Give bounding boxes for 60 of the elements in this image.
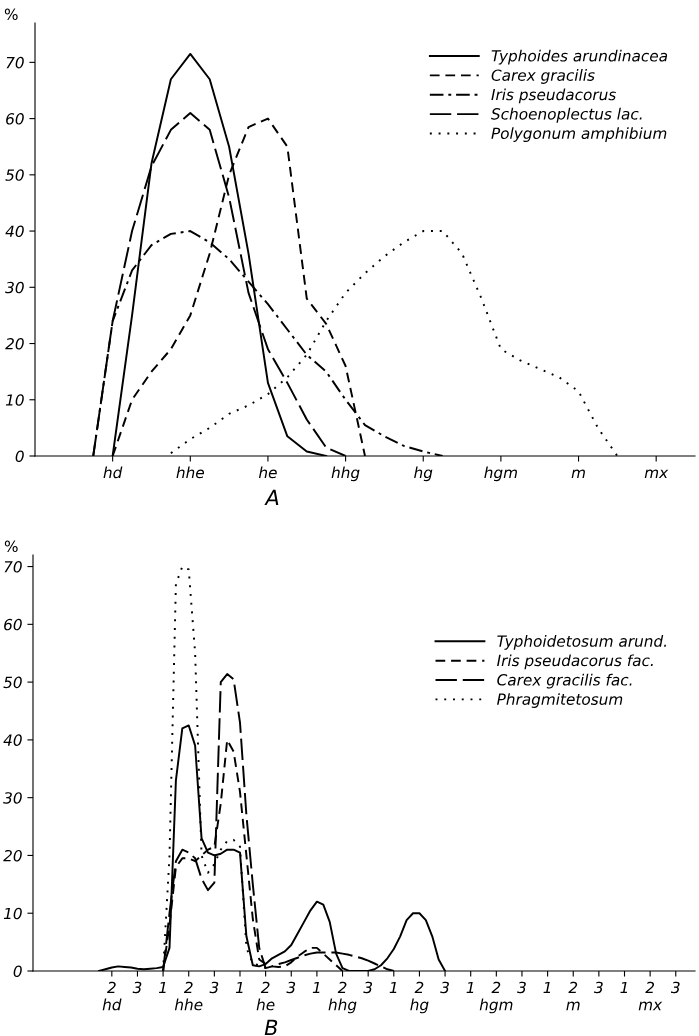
- x-tick-label: 3: [132, 981, 142, 994]
- y-tick-label: 50: [5, 169, 24, 181]
- x-tick-label: 2 hg: [410, 981, 429, 1014]
- y-tick-label: 0: [13, 965, 22, 978]
- x-tick-label: 3: [286, 981, 296, 994]
- y-tick-label: 0: [15, 450, 24, 463]
- y-tick-label: 30: [5, 281, 24, 294]
- legend-label: Polygonum amphibium: [491, 127, 667, 142]
- x-tick-label: 1: [543, 981, 551, 994]
- x-tick-label: 3: [594, 981, 603, 994]
- x-tick-label: 2 hhg: [328, 981, 357, 1014]
- x-tick-label: 3: [440, 981, 449, 994]
- x-tick-label: m: [571, 469, 585, 479]
- y-tick-label: 60: [6, 113, 24, 125]
- x-tick-label: 2 hgm: [479, 981, 513, 1014]
- x-tick-label: 1: [235, 981, 243, 994]
- text: A: [264, 489, 279, 506]
- x-tick-label: 2 he: [256, 981, 275, 1011]
- x-tick-label: 3: [209, 981, 219, 994]
- legend-label: Phragmitetosum: [497, 693, 623, 708]
- legend-label: Carex gracilis fac.: [497, 673, 632, 689]
- x-tick-label: 2 hhe: [174, 981, 203, 1011]
- x-tick-label: hhg: [331, 466, 360, 482]
- legend-label: Iris pseudacorus fac.: [497, 654, 653, 670]
- y-tick-label: 70: [6, 56, 24, 69]
- x-tick-label: 3: [517, 981, 526, 994]
- legend-label: Iris pseudacorus: [491, 88, 616, 104]
- y-tick-label: 40: [5, 225, 24, 238]
- x-tick-label: 2 hd: [102, 981, 122, 1011]
- legend-label: Typhoides arundinacea: [491, 49, 668, 65]
- x-tick-label: hg: [414, 466, 433, 482]
- legend-label: Typhoidetosum arund.: [497, 635, 666, 650]
- x-tick-label: 2 mx: [638, 981, 663, 1011]
- y-tick-label: 50: [3, 676, 22, 689]
- y-tick-label: 20: [5, 338, 24, 350]
- x-tick-label: 3: [670, 981, 680, 994]
- x-tick-label: hgm: [484, 466, 517, 482]
- y-tick-label: 10: [5, 394, 24, 406]
- x-tick-label: hd: [103, 466, 123, 479]
- x-tick-label: 2 m: [566, 981, 580, 1011]
- x-tick-label: mx: [644, 469, 669, 479]
- x-tick-label: hhe: [176, 466, 204, 479]
- x-tick-label: 1: [620, 981, 628, 994]
- y-axis-title: %: [4, 540, 18, 553]
- y-tick-label: 70: [4, 561, 22, 573]
- x-tick-label: he: [258, 466, 277, 479]
- y-tick-label: 10: [3, 907, 22, 920]
- x-tick-label: 1: [389, 981, 397, 994]
- y-axis-title: %: [4, 8, 18, 21]
- y-tick-label: 20: [3, 849, 22, 862]
- x-tick-label: 1: [312, 981, 320, 994]
- legend-label: Schoenoplectus lac.: [491, 107, 642, 123]
- x-tick-label: 3: [363, 981, 373, 994]
- x-tick-label: 1: [158, 981, 166, 994]
- legend-label: Carex gracilis: [491, 69, 595, 84]
- y-tick-label: 30: [3, 792, 22, 804]
- x-tick-label: 1: [466, 981, 474, 994]
- text: B: [264, 1019, 278, 1035]
- y-tick-label: 60: [4, 618, 22, 631]
- y-tick-label: 40: [3, 734, 22, 746]
